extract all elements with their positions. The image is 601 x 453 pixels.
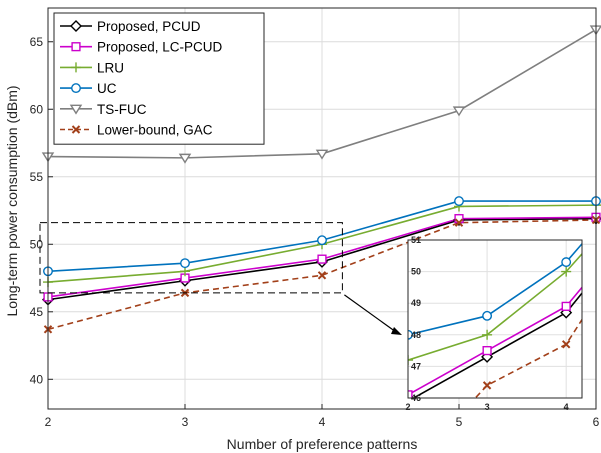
inset-y-tick-label: 51 — [411, 235, 421, 245]
inset-y-tick-label: 46 — [411, 393, 421, 403]
x-tick-label: 2 — [45, 415, 52, 429]
inset-marker-uc — [561, 257, 572, 268]
inset-marker-uc — [408, 329, 413, 340]
marker-ts-fuc — [315, 149, 329, 160]
legend-marker — [71, 42, 81, 52]
zoom-arrow-line — [344, 294, 397, 333]
y-tick-label: 60 — [30, 102, 44, 116]
series-line-lower-bound-gac — [47, 219, 597, 331]
legend-marker — [71, 83, 81, 94]
x-ticks: 2 3 4 5 6 — [45, 404, 600, 429]
legend-entry: UC — [60, 81, 117, 96]
inset-line-proposed-pcud — [412, 291, 582, 398]
legend-label: UC — [97, 81, 117, 96]
y-tick-label: 45 — [30, 305, 44, 319]
inset-marker-uc — [482, 310, 493, 321]
x-axis-label: Number of preference patterns — [227, 436, 418, 452]
legend-marker — [69, 104, 83, 115]
x-tick-label: 3 — [182, 415, 189, 429]
marker-ts-fuc — [178, 153, 192, 164]
inset-background — [408, 240, 582, 398]
legend-entry: TS-FUC — [60, 102, 147, 117]
inset-marker-lower-bound-gac — [482, 381, 492, 390]
legend: Proposed, PCUD Proposed, LC-PCUD LRU UC TS-F… — [53, 12, 265, 145]
legend-label: TS-FUC — [97, 102, 147, 117]
legend-marker — [71, 62, 81, 73]
legend-entry: LRU — [60, 60, 124, 75]
legend-label: LRU — [97, 60, 124, 75]
inset-line-lower-bound-gac — [474, 318, 582, 398]
marker-proposed-lc-pcud — [317, 254, 327, 264]
marker-uc — [454, 196, 464, 207]
marker-ts-fuc — [452, 106, 466, 117]
zoom-rectangle — [39, 222, 343, 294]
y-tick-label: 50 — [30, 237, 44, 251]
inset-y-tick-label: 49 — [411, 298, 421, 308]
x-tick-label: 4 — [319, 415, 326, 429]
marker-uc — [180, 258, 190, 269]
legend-entry: Lower-bound, GAC — [60, 123, 213, 138]
legend-entry: Proposed, PCUD — [60, 19, 201, 34]
marker-lower-bound-gac — [454, 218, 464, 227]
inset-y-tick-label: 50 — [411, 267, 421, 277]
y-tick-label: 40 — [30, 372, 44, 386]
inset-marker-proposed-lc-pcud — [561, 301, 571, 311]
legend-marker — [70, 20, 82, 32]
y-axis-label: Long-term power consumption (dBm) — [4, 85, 20, 316]
inset-line-uc — [408, 242, 582, 336]
inset-marker-lru — [408, 355, 413, 366]
inset-marker-proposed-lc-pcud — [482, 346, 492, 356]
inset-series — [408, 242, 582, 398]
legend-box — [53, 12, 265, 145]
inset-marker-lru — [561, 266, 572, 277]
inset-marker-lru — [482, 329, 493, 340]
inset-y-tick-label: 48 — [411, 330, 421, 340]
marker-lower-bound-gac — [317, 271, 327, 280]
inset-line-proposed-lc-pcud — [408, 286, 582, 396]
zoom-arrow-head — [391, 327, 402, 335]
inset-x-tick-label: 3 — [485, 402, 490, 412]
marker-uc — [317, 235, 327, 246]
inset-line-lru — [408, 252, 582, 361]
inset-x-tick-label: 4 — [564, 402, 569, 412]
legend-marker — [71, 125, 81, 134]
inset-y-tick-label: 47 — [411, 361, 421, 371]
x-tick-label: 6 — [593, 415, 600, 429]
y-tick-label: 65 — [30, 35, 44, 49]
zoom-region-box — [39, 222, 402, 335]
legend-label: Proposed, PCUD — [97, 19, 201, 34]
legend-entry: Proposed, LC-PCUD — [60, 40, 223, 55]
inset-marker-lower-bound-gac — [561, 340, 571, 349]
x-tick-label: 5 — [456, 415, 463, 429]
inset-x-tick-label: 2 — [405, 402, 410, 412]
inset-frame — [407, 239, 583, 399]
legend-label: Proposed, LC-PCUD — [97, 40, 223, 55]
inset-plot: 2 3 4 46 47 48 49 50 51 — [405, 235, 583, 412]
y-tick-label: 55 — [30, 170, 44, 184]
legend-label: Lower-bound, GAC — [97, 123, 213, 138]
